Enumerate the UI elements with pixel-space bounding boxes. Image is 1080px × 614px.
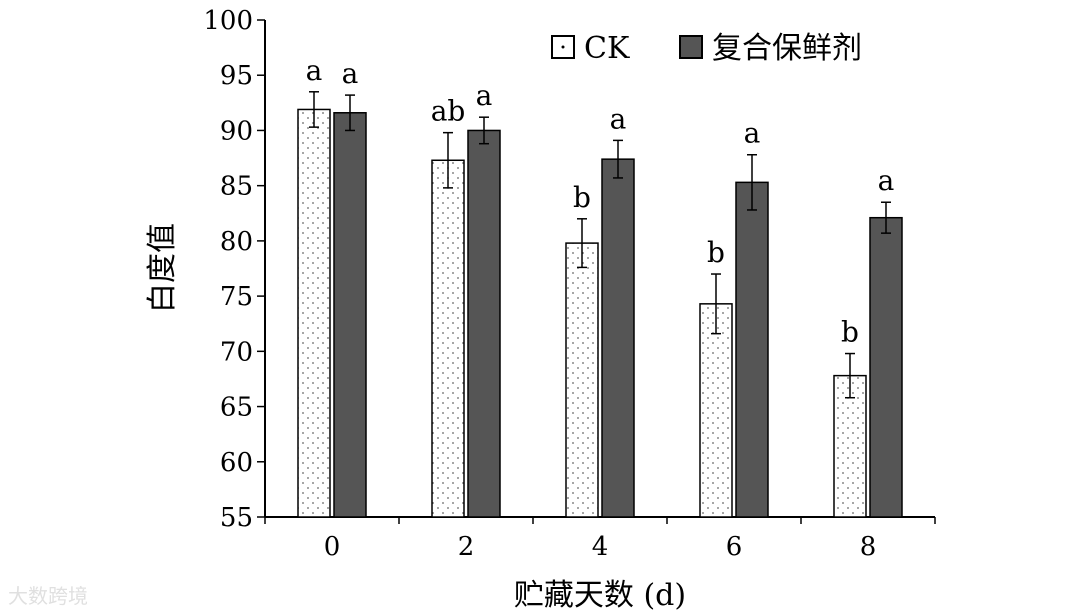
x-tick-label: 2	[458, 532, 475, 562]
error-bars	[309, 91, 891, 399]
significance-label: a	[342, 57, 359, 90]
legend-swatch-dot	[561, 45, 565, 49]
significance-label: a	[476, 79, 493, 112]
significance-label: a	[610, 102, 627, 135]
bar-ck-6	[699, 303, 733, 518]
y-tick-label: 85	[220, 172, 253, 202]
significance-label: a	[744, 117, 761, 150]
bar-ck-0	[297, 108, 331, 518]
y-tick-label: 100	[203, 6, 253, 36]
y-tick-label: 95	[220, 61, 253, 91]
y-axis-title: 白度值	[145, 223, 180, 313]
significance-label: b	[573, 181, 591, 214]
y-tick-label: 60	[220, 448, 253, 478]
y-axis: 55 60 65 70 75 80 85 90 95 100	[203, 6, 266, 533]
significance-label: a	[306, 54, 323, 87]
y-tick-label: 75	[220, 282, 253, 312]
x-axis-title: 贮藏天数 (d)	[514, 578, 686, 613]
x-tick-label: 0	[324, 532, 341, 562]
y-tick-label: 90	[220, 116, 253, 146]
bar-ck-2	[431, 159, 465, 518]
bar-preservative-6	[735, 181, 769, 518]
y-tick-label: 55	[220, 503, 253, 533]
significance-label: ab	[431, 95, 466, 128]
significance-label: b	[841, 316, 859, 349]
y-tick-label: 80	[220, 227, 253, 257]
bar-ck-4	[565, 242, 599, 518]
legend-label: CK	[584, 31, 630, 66]
legend: CK 复合保鲜剂	[551, 31, 862, 66]
significance-label: b	[707, 236, 725, 269]
y-tick-label: 70	[220, 337, 253, 367]
bar-preservative-2	[467, 129, 501, 518]
legend-label: 复合保鲜剂	[712, 31, 862, 66]
y-tick-label: 65	[220, 393, 253, 423]
x-axis: 0 2 4 6 8	[264, 516, 936, 562]
x-tick-label: 4	[592, 532, 609, 562]
watermark: 大数跨境	[8, 584, 88, 608]
bar-preservative-4	[601, 158, 635, 518]
x-tick-label: 6	[726, 532, 743, 562]
x-tick-label: 8	[860, 532, 877, 562]
bar-preservative-8	[869, 216, 903, 518]
bar-preservative-0	[333, 112, 367, 518]
legend-swatch	[679, 35, 703, 59]
bars	[297, 108, 903, 518]
significance-label: a	[878, 164, 895, 197]
